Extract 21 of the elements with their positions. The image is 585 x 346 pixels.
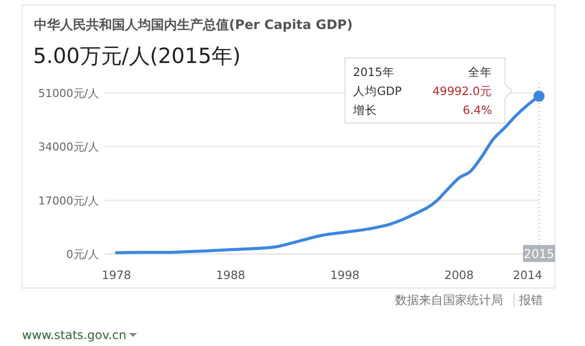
annotation: 49992.0元: [432, 84, 492, 98]
chart-title: 中华人民共和国人均国内生产总值(Per Capita GDP): [34, 17, 353, 33]
x-tick-label: 1988: [216, 268, 246, 282]
chart-subtitle: 5.00万元/人(2015年): [33, 44, 241, 68]
x-tick-label: 2014: [512, 268, 542, 282]
annotation: 6.4%: [462, 103, 492, 117]
y-tick-label: 34000元/人: [38, 140, 99, 154]
x-tick-label: 1978: [102, 268, 132, 282]
x-tick-label: 1998: [330, 268, 360, 282]
text: 2015年: [353, 65, 394, 79]
ref-line-label: 2015: [524, 247, 554, 261]
annotation: 增长: [352, 103, 377, 117]
text: 数据来自国家统计局: [395, 293, 503, 307]
text: 全年: [468, 65, 492, 79]
y-tick-label: 51000元/人: [38, 87, 99, 100]
text: 报错: [518, 293, 543, 307]
y-tick-label: 0元/人: [66, 248, 99, 261]
text: www.stats.gov.cn: [22, 328, 126, 342]
annotation: 人均GDP: [353, 84, 402, 98]
x-tick-label: 2008: [444, 268, 474, 282]
y-tick-label: 17000元/人: [38, 194, 99, 208]
